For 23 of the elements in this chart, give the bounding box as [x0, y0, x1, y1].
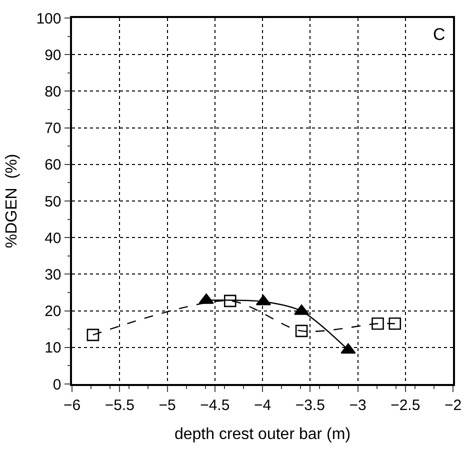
annotation: C	[433, 25, 446, 44]
x-tick-label: −2	[444, 396, 462, 414]
x-tick-label: −5.5	[104, 396, 134, 414]
x-tick-label: −2.5	[390, 396, 420, 414]
x-tick-label: −4.5	[200, 396, 230, 414]
x-axis-title: depth crest outer bar (m)	[174, 426, 351, 443]
y-tick-label: 90	[44, 46, 62, 64]
x-tick-label: −5	[158, 396, 176, 414]
y-tick-label: 70	[44, 120, 62, 138]
y-tick-label: 0	[52, 376, 62, 394]
y-tick-label: 80	[44, 83, 62, 100]
y-tick-label: 60	[44, 156, 62, 174]
x-tick-label: −3.5	[295, 396, 325, 414]
x-tick-label: −4	[254, 396, 272, 414]
y-tick-label: 20	[44, 303, 62, 320]
y-tick-label: 10	[44, 340, 62, 357]
x-tick-label: −6	[63, 396, 81, 414]
y-axis-title: %DGEN (%)	[4, 154, 21, 248]
x-tick-label: −3	[349, 396, 366, 414]
y-tick-label: 40	[44, 230, 62, 247]
y-tick-label: 50	[44, 193, 62, 210]
y-tick-label: 30	[44, 266, 62, 284]
y-tick-label: 100	[36, 10, 62, 28]
